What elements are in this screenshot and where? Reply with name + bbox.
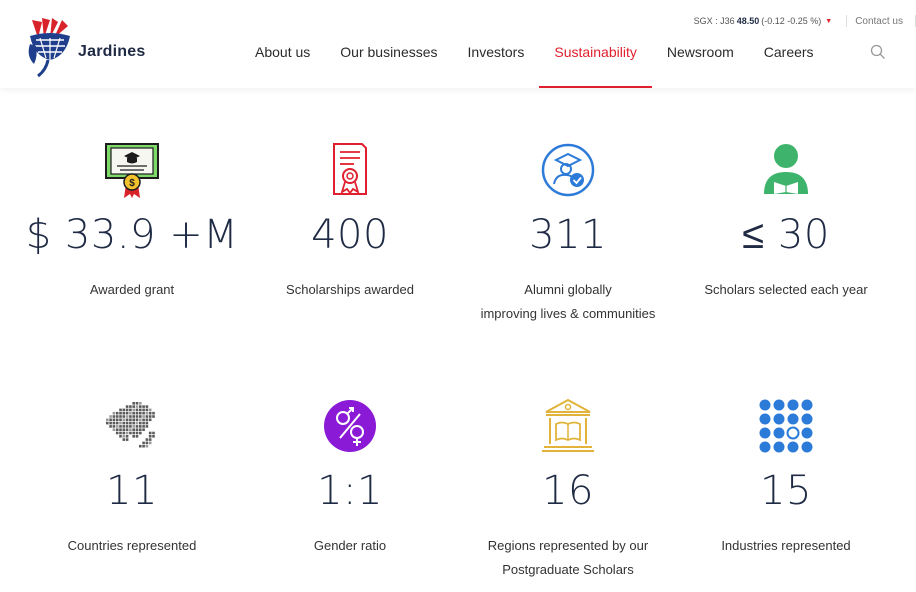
search-icon[interactable] [870,44,886,60]
stat-value: ≤ 30 [742,212,830,258]
stat-scholars-selected: ≤ 30 Scholars selected each year [677,140,895,302]
stat-label: Awarded grant [89,282,175,297]
stat-awarded-grant: $ $ 33.9 +M Awarded grant [23,140,241,302]
stat-label: Alumni globally improving lives & commun… [459,278,677,326]
stat-label: Countries represented [67,538,197,553]
certificate-icon: $ [105,143,159,198]
award-document-icon [333,143,367,195]
stat-label: Scholarships awarded [286,282,414,297]
topbar: SGX : J36 48.50 (-0.12 -0.25 %) ▼ Contac… [694,14,916,28]
map-icon [106,402,155,448]
stat-countries: 11 Countries represented [23,396,241,558]
stat-value: 11 [106,468,158,514]
scholar-reading-icon [764,144,808,194]
stat-regions: 16 Regions represented by our Postgradua… [459,396,677,582]
brand-name: Jardines [78,43,146,60]
stat-label-line: Regions represented by our [487,538,649,553]
svg-text:$: $ [129,178,135,189]
site-header: Jardines SGX : J36 48.50 (-0.12 -0.25 %)… [0,0,916,88]
stat-scholarships-awarded: 400 Scholarships awarded [241,140,459,302]
stat-label-line: improving lives & communities [480,306,656,321]
stock-ticker: SGX : J36 48.50 (-0.12 -0.25 %) ▼ [694,16,847,26]
nav-investors[interactable]: Investors [467,44,525,60]
stat-label: Industries represented [721,538,851,553]
stock-symbol: SGX : J36 [693,16,735,26]
stat-value: 15 [760,468,812,514]
stat-value: 311 [529,212,607,258]
nav-about-us[interactable]: About us [255,44,311,60]
stat-gender-ratio: 1:1 Gender ratio [241,396,459,558]
jardines-logo[interactable]: Jardines [26,16,146,78]
thistle-logo-icon [28,18,70,78]
stat-value: $ 33.9 +M [25,212,239,258]
stat-value: 400 [311,212,389,258]
stock-change: (-0.12 -0.25 %) [761,16,822,26]
stat-alumni: 311 Alumni globally improving lives & co… [459,140,677,326]
stat-label-line: Postgraduate Scholars [502,562,634,577]
stat-value: 1:1 [317,468,383,514]
nav-newsroom[interactable]: Newsroom [666,44,734,60]
down-arrow-icon: ▼ [825,17,833,25]
graduate-icon [541,143,595,197]
stat-label-line: Alumni globally [524,282,612,297]
stat-industries: 15 Industries represented [677,396,895,558]
nav-our-businesses[interactable]: Our businesses [340,44,438,60]
stock-price: 48.50 [736,16,760,26]
divider [846,15,848,27]
stat-label: Regions represented by our Postgraduate … [459,534,677,582]
library-icon [542,398,594,452]
nav-careers[interactable]: Careers [763,44,814,60]
nav-sustainability[interactable]: Sustainability [539,38,652,88]
gender-icon [324,400,376,452]
stat-value: 16 [542,468,594,514]
stat-label: Scholars selected each year [704,282,868,297]
main-nav: About us Our businesses Investors Sustai… [240,38,829,88]
stat-label: Gender ratio [313,538,387,553]
dot-grid-icon [759,399,813,453]
contact-us-link[interactable]: Contact us [855,15,903,27]
